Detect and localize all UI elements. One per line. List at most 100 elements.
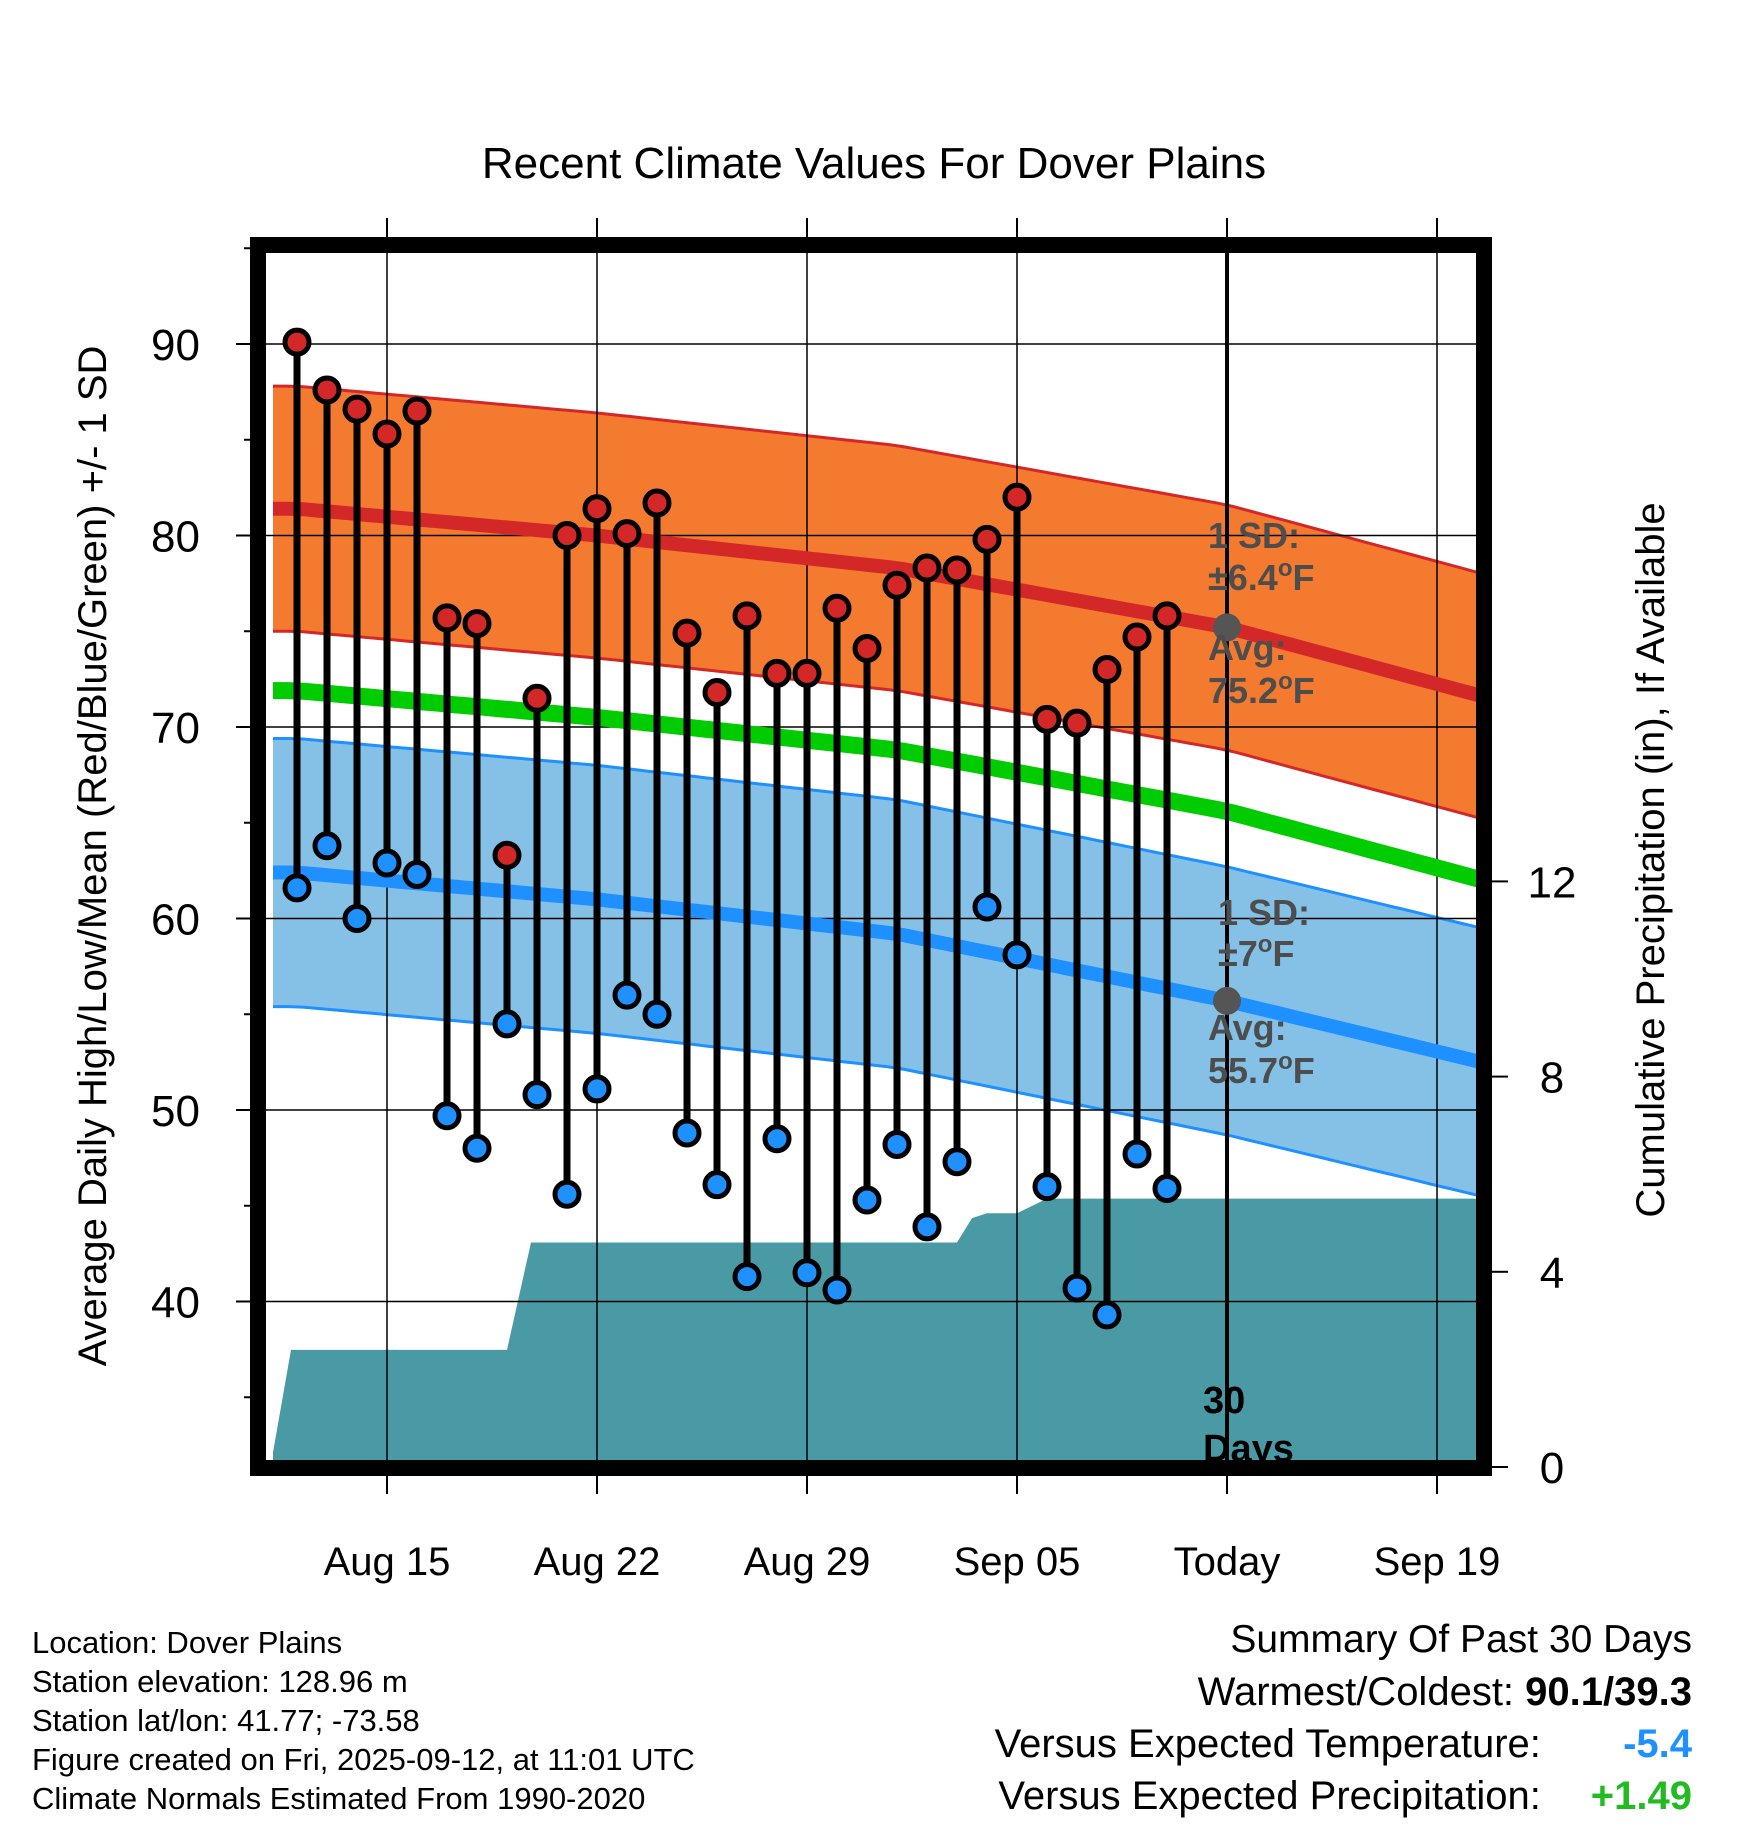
station-info: Location: Dover Plains Station elevation…: [32, 1623, 695, 1818]
daily-low-point: [492, 1009, 522, 1039]
daily-high-point: [912, 553, 942, 583]
daily-high-point: [612, 519, 642, 549]
x-tick-label: Aug 15: [324, 1540, 451, 1584]
daily-low-point: [882, 1129, 912, 1159]
daily-low-point: [582, 1074, 612, 1104]
daily-high-point: [972, 524, 1002, 554]
y2-tick-label: 8: [1540, 1054, 1564, 1103]
daily-high-point: [1152, 601, 1182, 631]
daily-high-point: [282, 327, 312, 357]
daily-low-point: [1152, 1174, 1182, 1204]
daily-high-point: [1092, 655, 1122, 685]
y-axis-label: Average Daily High/Low/Mean (Red/Blue/Gr…: [71, 346, 115, 1367]
daily-low-point: [1032, 1172, 1062, 1202]
y-tick-label: 80: [151, 513, 200, 562]
daily-low-point: [912, 1212, 942, 1242]
daily-low-point: [372, 848, 402, 878]
daily-low-point: [552, 1179, 582, 1209]
daily-low-point: [702, 1170, 732, 1200]
high-avg-value: 75.2oF: [1208, 668, 1315, 711]
daily-high-point: [942, 555, 972, 585]
summary-title: Summary Of Past 30 Days: [1230, 1618, 1692, 1661]
daily-low-point: [672, 1118, 702, 1148]
location-text: Location: Dover Plains: [32, 1625, 343, 1660]
daily-high-point: [312, 375, 342, 405]
latlon-text: Station lat/lon: 41.77; -73.58: [32, 1703, 420, 1738]
normals-text: Climate Normals Estimated From 1990-2020: [32, 1781, 646, 1816]
daily-low-point: [1092, 1300, 1122, 1330]
summary-precip-row: Versus Expected Precipitation: +1.49: [995, 1770, 1692, 1822]
daily-high-point: [372, 419, 402, 449]
daily-low-point: [1062, 1273, 1092, 1303]
daily-high-point: [822, 593, 852, 623]
daily-high-point: [462, 609, 492, 639]
daily-high-point: [1122, 622, 1152, 652]
low-sd-band: [273, 738, 1484, 1197]
x-tick-label: Sep 05: [954, 1540, 1081, 1584]
daily-low-point: [1122, 1139, 1152, 1169]
precip-label: Versus Expected Precipitation:: [998, 1774, 1541, 1818]
low-avg-value: 55.7oF: [1208, 1048, 1315, 1091]
daily-high-point: [1062, 708, 1092, 738]
daily-high-point: [1002, 482, 1032, 512]
daily-high-point: [672, 618, 702, 648]
precip-area: [273, 1198, 1484, 1468]
daily-high-point: [762, 658, 792, 688]
daily-low-point: [792, 1258, 822, 1288]
y-tick-label: 40: [151, 1279, 200, 1328]
temp-label: Versus Expected Temperature:: [994, 1722, 1541, 1766]
daily-high-point: [402, 396, 432, 426]
daily-high-point: [552, 521, 582, 550]
high-sd-band: [273, 386, 1484, 820]
daily-low-point: [402, 859, 432, 889]
y-tick-label: 60: [151, 896, 200, 945]
summary-warmest-row: Warmest/Coldest: 90.1/39.3: [995, 1666, 1692, 1718]
x-tick-label: Aug 22: [534, 1540, 661, 1584]
daily-low-point: [822, 1275, 852, 1305]
warmest-label: Warmest/Coldest:: [1197, 1670, 1515, 1714]
daily-low-point: [522, 1080, 552, 1110]
y-tick-label: 50: [151, 1087, 200, 1136]
daily-high-point: [852, 633, 882, 663]
daily-high-point: [732, 601, 762, 631]
y2-tick-label: 4: [1540, 1249, 1564, 1298]
normal-high-line: [273, 501, 1484, 704]
today-low-normal-dot: [1213, 986, 1241, 1015]
x-tick-label: Today: [1174, 1540, 1281, 1584]
daily-high-point: [492, 840, 522, 870]
y-tick-label: 90: [151, 321, 200, 370]
high-sd-upper-line: [273, 384, 1484, 576]
plot-frame: [250, 237, 1492, 1476]
x-tick-label: Sep 19: [1374, 1540, 1501, 1584]
summary-panel: Summary Of Past 30 Days Warmest/Coldest:…: [995, 1614, 1692, 1822]
created-text: Figure created on Fri, 2025-09-12, at 11…: [32, 1742, 695, 1777]
daily-high-point: [342, 394, 372, 424]
warmest-value: 90.1/39.3: [1525, 1670, 1692, 1714]
low-sd-value: ±7oF: [1218, 931, 1294, 974]
x-tick-label: Aug 29: [744, 1540, 871, 1584]
high-sd-label: 1 SD:: [1208, 515, 1300, 556]
daily-high-point: [882, 570, 912, 600]
low-sd-label: 1 SD:: [1218, 892, 1310, 933]
daily-low-point: [342, 904, 372, 933]
daily-high-point: [432, 603, 462, 633]
daily-low-point: [762, 1124, 792, 1154]
days-count-label: 30: [1203, 1380, 1245, 1422]
daily-low-point: [1002, 940, 1032, 970]
elevation-text: Station elevation: 128.96 m: [32, 1664, 408, 1699]
daily-high-point: [522, 683, 552, 713]
daily-low-point: [282, 873, 312, 903]
high-sd-value: ±6.4oF: [1208, 555, 1314, 598]
daily-low-point: [642, 999, 672, 1029]
precip-value: +1.49: [1590, 1774, 1692, 1818]
daily-low-point: [312, 831, 342, 861]
chart-title: Recent Climate Values For Dover Plains: [482, 139, 1266, 188]
temp-value: -5.4: [1623, 1722, 1692, 1766]
daily-low-point: [972, 892, 1002, 922]
today-high-normal-dot: [1213, 613, 1241, 642]
daily-high-point: [582, 494, 612, 524]
climate-chart: Recent Climate Values For Dover Plains 1 …: [71, 139, 1673, 1600]
daily-low-point: [732, 1262, 762, 1292]
daily-low-point: [432, 1101, 462, 1131]
